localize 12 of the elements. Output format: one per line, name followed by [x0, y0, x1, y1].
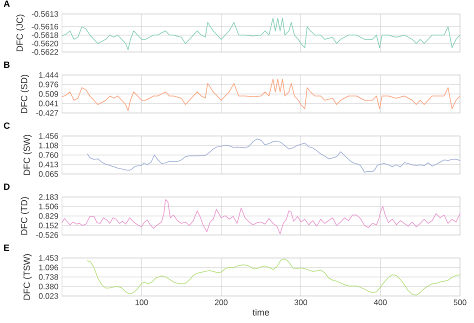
- chart-title: C: [4, 122, 10, 129]
- y-axis-title: DFC (TSW): [23, 254, 32, 300]
- y-axis-title: DFC (SW): [23, 134, 32, 175]
- chart-title: D: [4, 184, 10, 190]
- y-axis-title: DFC (JC): [16, 14, 25, 52]
- chart-title: A: [4, 0, 10, 7]
- x-axis-title: time: [252, 309, 270, 316]
- y-axis-title: DFC (TD): [20, 197, 30, 235]
- line-series: [62, 199, 460, 234]
- chart-title: B: [4, 62, 10, 68]
- chart-title: E: [4, 244, 10, 251]
- y-axis-title: DFC (SD): [20, 74, 30, 113]
